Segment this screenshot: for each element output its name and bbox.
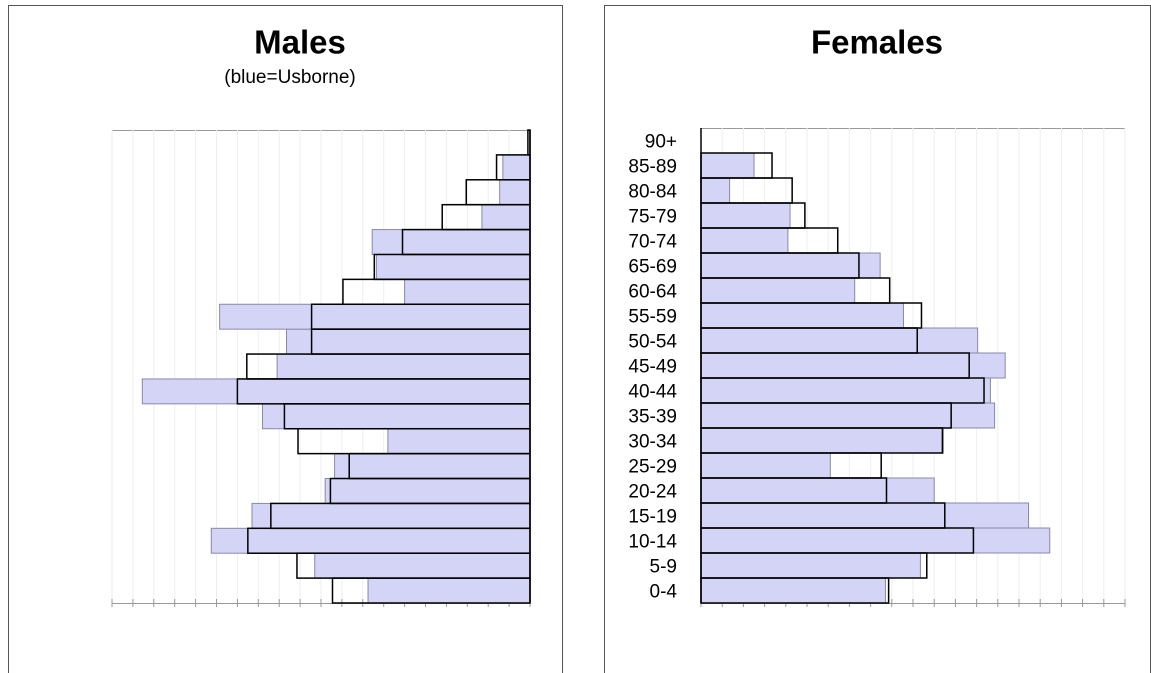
bar <box>314 552 531 579</box>
y-tick-label: 60-64 <box>628 282 677 303</box>
y-tick-label: 90+ <box>645 132 677 153</box>
bar <box>700 277 856 304</box>
chart-title: Males <box>254 24 346 61</box>
y-tick-label: 80-84 <box>628 182 677 203</box>
bar <box>499 179 531 206</box>
bar <box>700 302 904 329</box>
bar <box>502 154 531 181</box>
y-tick-label: 5-9 <box>650 557 677 578</box>
bar <box>700 577 886 604</box>
bar <box>700 352 1006 379</box>
bar <box>700 427 943 454</box>
y-tick-label: 70-74 <box>628 232 677 253</box>
bar <box>700 227 789 254</box>
bar <box>141 378 531 405</box>
bar <box>700 377 991 404</box>
bar <box>404 278 531 305</box>
y-tick-label: 10-14 <box>628 532 677 553</box>
bar <box>700 177 731 204</box>
bar <box>700 552 921 579</box>
bar <box>261 403 531 430</box>
bar <box>375 253 531 280</box>
bar <box>700 452 831 479</box>
bar <box>324 478 531 504</box>
bar <box>276 353 531 380</box>
bar <box>700 152 755 179</box>
bar <box>700 527 1051 554</box>
bar <box>700 202 791 229</box>
y-tick-label: 15-19 <box>628 507 677 528</box>
chart-subtitle: (blue=Usborne) <box>224 67 356 88</box>
bar <box>371 229 531 255</box>
bar <box>700 477 935 504</box>
y-tick-label: 0-4 <box>650 582 678 603</box>
y-tick-label: 30-34 <box>628 432 677 453</box>
y-tick-label: 35-39 <box>628 407 677 428</box>
y-tick-label: 45-49 <box>628 357 677 378</box>
bar <box>210 527 531 554</box>
bar <box>700 502 1030 529</box>
bar <box>700 327 979 354</box>
bar <box>286 328 531 355</box>
bar <box>219 303 531 330</box>
y-tick-label: 20-24 <box>628 482 677 503</box>
y-tick-label: 65-69 <box>628 257 677 278</box>
bar <box>700 252 881 279</box>
y-tick-label: 55-59 <box>628 307 677 328</box>
chart-title: Females <box>811 24 943 61</box>
bar <box>367 577 531 604</box>
y-tick-label: 85-89 <box>628 157 677 178</box>
y-tick-label: 75-79 <box>628 207 677 228</box>
y-tick-label: 40-44 <box>628 382 677 403</box>
bar <box>481 204 531 231</box>
y-tick-label: 25-29 <box>628 457 677 478</box>
panel-frame <box>8 5 563 673</box>
bar <box>387 428 531 455</box>
y-tick-label: 50-54 <box>628 332 677 353</box>
bar <box>334 453 531 480</box>
bar <box>251 502 531 529</box>
